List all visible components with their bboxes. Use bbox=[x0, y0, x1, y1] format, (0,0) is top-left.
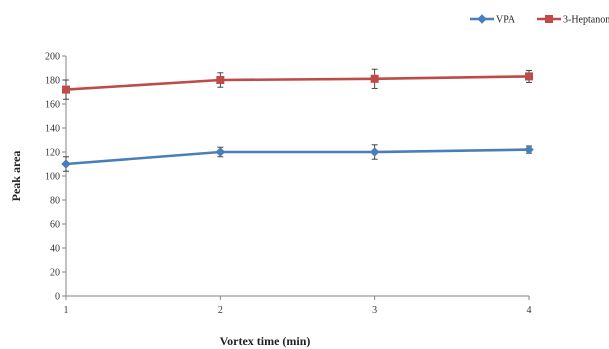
data-point bbox=[369, 147, 380, 157]
x-tick-label: 4 bbox=[527, 305, 532, 316]
legend-item: VPA bbox=[470, 14, 516, 26]
series-line bbox=[65, 148, 530, 166]
legend-swatch-marker bbox=[545, 14, 554, 23]
data-point bbox=[524, 144, 534, 155]
legend-label: 3-Heptanone bbox=[563, 15, 609, 26]
y-tick-label: 0 bbox=[55, 292, 60, 303]
y-tick-label: 20 bbox=[50, 268, 60, 279]
x-axis-ticks: 1 2 3 4 bbox=[64, 296, 532, 316]
legend-swatch-marker bbox=[477, 14, 487, 24]
y-tick-label: 100 bbox=[45, 172, 60, 183]
series-line bbox=[65, 75, 530, 91]
data-point bbox=[525, 72, 534, 81]
legend: VPA 3-Heptanone bbox=[470, 14, 609, 26]
series-3-heptanone bbox=[62, 68, 534, 100]
y-tick-label: 60 bbox=[50, 220, 60, 231]
legend-label: VPA bbox=[496, 15, 516, 26]
y-axis-title: Peak area bbox=[9, 151, 23, 202]
y-tick-label: 160 bbox=[45, 100, 60, 111]
y-tick-label: 120 bbox=[45, 148, 60, 159]
axes bbox=[65, 56, 529, 297]
y-tick-label: 200 bbox=[45, 52, 60, 63]
y-tick-label: 40 bbox=[50, 244, 60, 255]
x-axis-title: Vortex time (min) bbox=[220, 334, 311, 348]
x-tick-label: 2 bbox=[218, 305, 223, 316]
data-point bbox=[370, 74, 379, 83]
x-tick-label: 1 bbox=[64, 305, 69, 316]
series-layer bbox=[61, 68, 534, 172]
y-tick-label: 140 bbox=[45, 124, 60, 135]
data-point bbox=[62, 85, 71, 94]
series-vpa bbox=[61, 144, 534, 172]
data-point bbox=[216, 76, 225, 85]
data-point bbox=[215, 147, 226, 157]
y-axis-ticks: 0 20 40 60 80 100 120 140 160 180 200 bbox=[45, 52, 66, 303]
x-tick-label: 3 bbox=[372, 305, 377, 316]
y-tick-label: 80 bbox=[50, 196, 60, 207]
data-point bbox=[61, 159, 71, 169]
y-tick-label: 180 bbox=[45, 76, 60, 87]
legend-item: 3-Heptanone bbox=[537, 15, 609, 26]
